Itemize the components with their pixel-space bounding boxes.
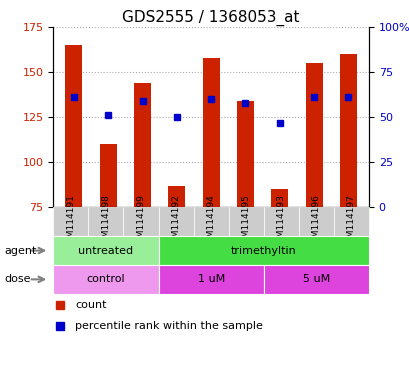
Bar [263, 207, 298, 236]
Text: dose: dose [4, 274, 31, 285]
Bar [236, 101, 254, 207]
Text: GSM114199: GSM114199 [136, 194, 145, 249]
Bar [99, 144, 117, 207]
Bar [53, 265, 158, 294]
Bar [65, 45, 82, 207]
Bar [158, 265, 263, 294]
Text: GSM114195: GSM114195 [241, 194, 250, 249]
Text: GSM114193: GSM114193 [276, 194, 285, 249]
Bar [123, 207, 158, 236]
Bar [298, 207, 333, 236]
Text: 5 uM: 5 uM [302, 274, 329, 285]
Text: GSM114194: GSM114194 [206, 194, 215, 249]
Bar [193, 207, 228, 236]
Text: percentile rank within the sample: percentile rank within the sample [75, 321, 263, 331]
Bar [333, 207, 368, 236]
Bar [53, 236, 158, 265]
Title: GDS2555 / 1368053_at: GDS2555 / 1368053_at [122, 9, 299, 25]
Bar [263, 265, 368, 294]
Text: untreated: untreated [78, 245, 133, 256]
Bar [228, 207, 263, 236]
Bar [305, 63, 322, 207]
Text: trimethyltin: trimethyltin [230, 245, 296, 256]
Text: 1 uM: 1 uM [197, 274, 224, 285]
Bar [53, 207, 88, 236]
Bar [134, 83, 151, 207]
Bar [339, 54, 356, 207]
Text: control: control [86, 274, 125, 285]
Text: GSM114197: GSM114197 [346, 194, 355, 249]
Text: GSM114192: GSM114192 [171, 194, 180, 249]
Bar [168, 186, 185, 207]
Text: GSM114196: GSM114196 [311, 194, 320, 249]
Text: agent: agent [4, 245, 36, 256]
Text: GSM114191: GSM114191 [66, 194, 75, 249]
Bar [202, 58, 219, 207]
Text: count: count [75, 300, 107, 310]
Bar [158, 207, 193, 236]
Text: GSM114198: GSM114198 [101, 194, 110, 249]
Bar [270, 189, 288, 207]
Bar [88, 207, 123, 236]
Bar [158, 236, 368, 265]
